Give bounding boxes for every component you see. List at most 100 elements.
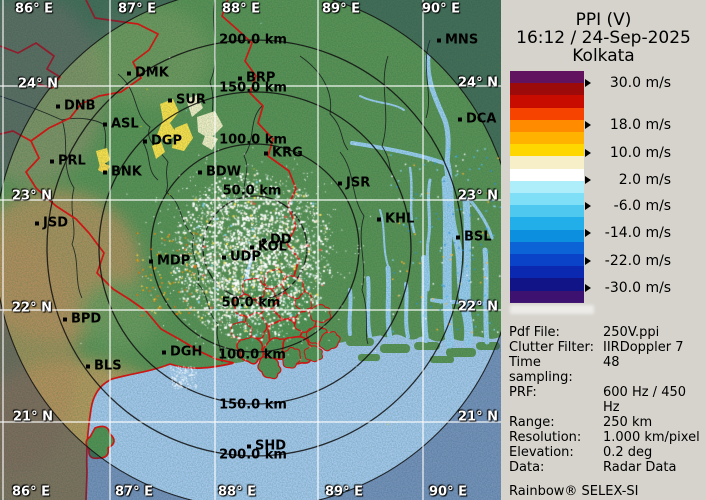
range-ring-label: 150.0 km <box>219 80 287 96</box>
city-marker-SHD: SHD <box>247 440 286 453</box>
legend-band-5 <box>510 132 584 145</box>
info-row: Elevation: 0.2 deg <box>509 445 703 460</box>
legend-band-10 <box>510 193 584 206</box>
legend-unit: m/s <box>641 198 672 214</box>
legend-artifact <box>510 305 594 314</box>
legend-value: -22.0 <box>604 253 641 269</box>
legend-unit: m/s <box>641 145 672 161</box>
info-row: Pdf File: 250V.ppi <box>509 325 703 340</box>
city-marker-SUR: SUR <box>168 94 206 107</box>
city-marker-BRP: BRP <box>238 72 275 85</box>
legend-band-15 <box>510 254 584 267</box>
lon-label: 89° E <box>325 484 363 500</box>
lon-label: 90° E <box>422 1 460 17</box>
city-code: DMK <box>135 65 169 81</box>
range-ring-label: 50.0 km <box>222 183 282 199</box>
station-name: Kolkata <box>572 46 635 66</box>
legend-band-16 <box>510 266 584 279</box>
city-code: BPD <box>71 311 102 327</box>
city-dot-icon <box>437 38 441 42</box>
legend-unit: m/s <box>641 75 672 91</box>
city-marker-DGP: DGP <box>143 135 182 148</box>
lat-label: 21° N <box>458 409 498 425</box>
legend-tick-arrow-icon <box>585 149 595 157</box>
product-title: PPI (V) <box>575 10 632 30</box>
city-code: MNS <box>445 32 479 48</box>
city-code: KHL <box>385 211 415 227</box>
legend-band-18 <box>510 290 584 303</box>
city-dot-icon <box>103 170 107 174</box>
lat-label: 22° N <box>12 300 52 316</box>
range-ring-label: 50.0 km <box>221 295 281 311</box>
legend-tick-arrow-icon <box>585 257 595 265</box>
legend-unit: m/s <box>641 225 672 241</box>
city-marker-DNB: DNB <box>56 100 96 113</box>
legend-value: -14.0 <box>604 225 641 241</box>
info-row: Clutter Filter: IIRDoppler 7 <box>509 340 703 355</box>
info-row: Range: 250 km <box>509 415 703 430</box>
city-dot-icon <box>222 255 226 259</box>
city-code: KOL <box>258 239 287 255</box>
info-label: Data: <box>509 460 545 475</box>
city-dot-icon <box>56 104 60 108</box>
info-row: Data: Radar Data <box>509 460 703 475</box>
legend-band-12 <box>510 217 584 230</box>
legend-unit: m/s <box>641 253 672 269</box>
info-value: Radar Data <box>603 460 677 475</box>
panel-title: PPI (V) 16:12 / 24-Sep-2025 Kolkata <box>501 11 706 65</box>
lat-label: 23° N <box>12 188 52 204</box>
city-code: UDP <box>230 249 261 265</box>
city-dot-icon <box>86 364 90 368</box>
legend-value: 10.0 <box>609 145 641 161</box>
city-dot-icon <box>198 170 202 174</box>
city-code: MDP <box>157 253 191 269</box>
city-code: BLS <box>94 358 122 374</box>
city-marker-DCA: DCA <box>458 113 496 126</box>
legend-tick-arrow-icon <box>585 176 595 184</box>
legend-band-11 <box>510 205 584 218</box>
city-dot-icon <box>456 235 460 239</box>
city-code: DGP <box>151 133 182 149</box>
city-marker-MDP: MDP <box>149 255 190 268</box>
legend-tick-arrow-icon <box>585 79 595 87</box>
legend-tick-arrow-icon <box>585 121 595 129</box>
info-row: Resolution: 1.000 km/pixel <box>509 430 703 445</box>
city-code: DNB <box>64 98 96 114</box>
lat-label: 24° N <box>18 76 58 92</box>
radar-map: 200.0 km 150.0 km 100.0 km 50.0 km 50.0 km 10… <box>0 0 501 500</box>
city-marker-ASL: ASL <box>103 118 139 131</box>
lon-label: 86° E <box>15 1 53 17</box>
lat-label: 22° N <box>458 299 498 315</box>
lon-label: 87° E <box>115 484 153 500</box>
info-value: 250 km <box>603 415 653 430</box>
range-ring-label: 150.0 km <box>219 397 287 413</box>
city-code: BNK <box>111 164 142 180</box>
city-code: KRG <box>272 145 303 161</box>
city-marker-JSD: JSD <box>35 217 68 230</box>
city-dot-icon <box>103 122 107 126</box>
city-dot-icon <box>338 181 342 185</box>
legend-unit: m/s <box>641 117 672 133</box>
range-ring-label: 100.0 km <box>219 132 287 148</box>
city-dot-icon <box>458 117 462 121</box>
legend-band-8 <box>510 168 584 181</box>
city-code: DGH <box>170 344 203 360</box>
legend-band-3 <box>510 107 584 120</box>
city-marker-DD: DD <box>262 234 292 247</box>
city-dot-icon <box>35 221 39 225</box>
legend-band-14 <box>510 241 584 255</box>
city-code: BDW <box>206 164 242 180</box>
city-dot-icon <box>250 245 254 249</box>
info-panel: PPI (V) 16:12 / 24-Sep-2025 Kolkata 30.0… <box>501 0 706 500</box>
lat-label: 24° N <box>458 75 498 91</box>
info-value: 48 <box>603 355 620 370</box>
legend-band-0 <box>510 71 584 84</box>
software-brand: Rainbow® SELEX-SI <box>509 484 639 499</box>
legend-band-6 <box>510 144 584 157</box>
info-label: PRF: <box>509 385 537 400</box>
city-marker-BDW: BDW <box>198 166 241 179</box>
city-marker-KHL: KHL <box>377 213 414 226</box>
info-value: 600 Hz / 450 Hz <box>603 385 687 415</box>
city-code: BSL <box>464 229 492 245</box>
info-label: Clutter Filter: <box>509 340 594 355</box>
